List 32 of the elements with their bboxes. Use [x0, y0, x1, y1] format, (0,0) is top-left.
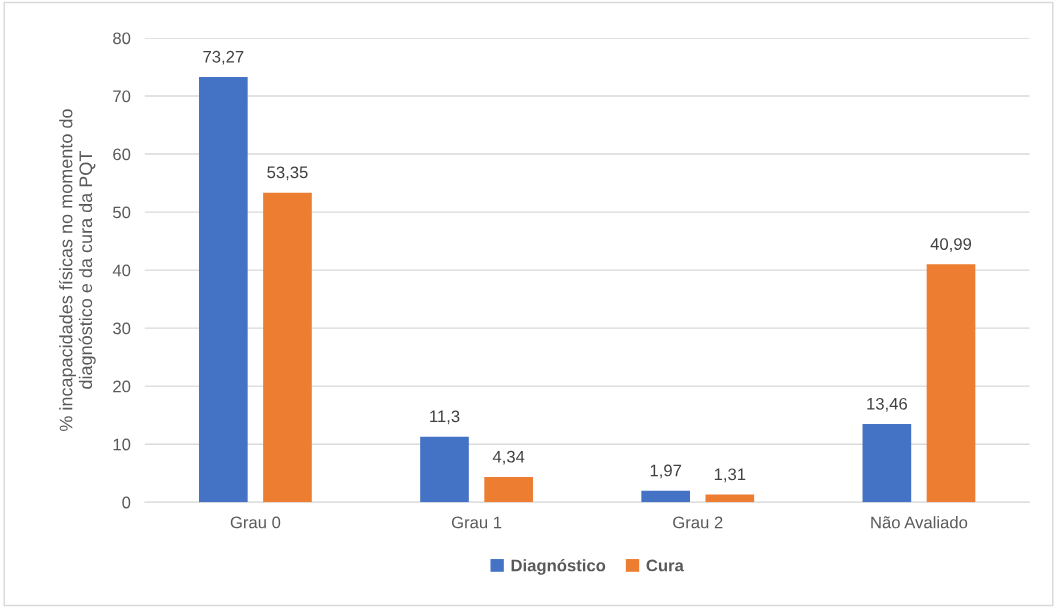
y-tick-label: 70 [113, 90, 131, 103]
x-tick-label: Não Avaliado [871, 516, 968, 529]
data-label: 73,27 [203, 50, 244, 65]
bar [420, 436, 469, 503]
data-label: 53,35 [267, 166, 308, 181]
y-tick-label: 40 [112, 264, 131, 277]
y-axis-title: % incapacidades físicas no momento do diagnóstico e da cura da PQT [58, 109, 96, 432]
y-tick-label: 50 [113, 206, 131, 219]
legend-label: Cura [646, 559, 684, 572]
data-label: 4,34 [492, 450, 525, 465]
data-label: 13,46 [867, 397, 907, 412]
x-tick-label: Grau 2 [673, 516, 723, 529]
bar [199, 77, 248, 503]
data-label: 1,97 [650, 464, 682, 479]
data-label: 1,31 [714, 468, 746, 483]
bar [862, 424, 912, 503]
y-tick-label: 30 [113, 322, 131, 335]
y-tick-label: 20 [113, 380, 131, 393]
legend-label: Diagnóstico [511, 558, 606, 575]
data-label: 40,99 [930, 238, 972, 252]
bar [641, 490, 691, 503]
bar [263, 192, 312, 503]
data-label: 11,3 [430, 410, 460, 425]
bar [705, 494, 755, 503]
bar [926, 264, 976, 503]
bar [484, 477, 533, 503]
x-tick-label: Grau 1 [451, 516, 502, 529]
y-tick-label: 80 [113, 32, 131, 45]
x-tick-label: Grau 0 [230, 516, 281, 529]
y-tick-label: 10 [113, 438, 131, 451]
y-tick-label: 0 [122, 496, 131, 509]
y-tick-label: 60 [113, 148, 131, 161]
